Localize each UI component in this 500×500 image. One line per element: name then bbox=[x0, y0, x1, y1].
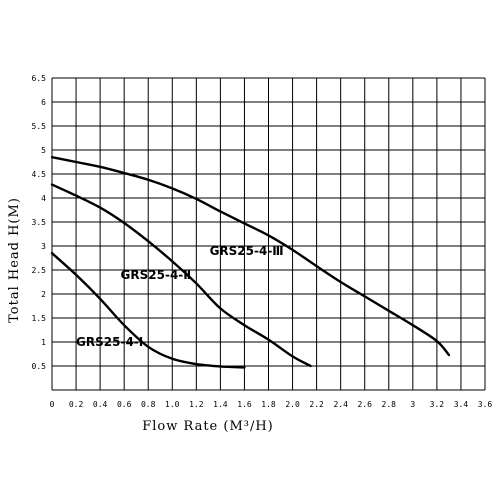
series-label-2: GRS25-4-Ⅱ bbox=[121, 268, 192, 282]
x-tick-label: 0.6 bbox=[117, 400, 132, 409]
x-axis-title: Flow Rate (M³/H) bbox=[142, 419, 274, 434]
x-tick-label: 1.6 bbox=[237, 400, 252, 409]
x-tick-label: 3.6 bbox=[478, 400, 493, 409]
y-tick-label: 5.5 bbox=[32, 122, 47, 131]
x-tick-label: 1.0 bbox=[165, 400, 180, 409]
y-tick-label: 2 bbox=[41, 290, 46, 299]
y-tick-label: 6 bbox=[41, 98, 46, 107]
x-tick-label: 0 bbox=[50, 400, 55, 409]
x-tick-label: 1.8 bbox=[261, 400, 276, 409]
y-tick-label: 3.5 bbox=[32, 218, 47, 227]
series-curve-3 bbox=[50, 156, 451, 357]
y-tick-label: 1.5 bbox=[32, 314, 47, 323]
y-tick-label: 4 bbox=[41, 194, 46, 203]
y-tick-label: 6.5 bbox=[32, 74, 47, 83]
series-label-1: GRS25-4-Ⅰ bbox=[76, 335, 143, 349]
y-tick-label: 2.5 bbox=[32, 266, 47, 275]
x-tick-label: 0.2 bbox=[69, 400, 84, 409]
series-curve-2 bbox=[50, 183, 312, 368]
series-curves bbox=[50, 156, 451, 369]
x-tick-label: 2.4 bbox=[333, 400, 348, 409]
x-tick-label: 2.6 bbox=[357, 400, 372, 409]
y-tick-label: 5 bbox=[41, 146, 46, 155]
x-tick-label: 1.4 bbox=[213, 400, 228, 409]
x-tick-label: 3.2 bbox=[430, 400, 445, 409]
chart-grid bbox=[51, 77, 486, 391]
series-labels: GRS25-4-Ⅰ GRS25-4-Ⅱ GRS25-4-Ⅲ bbox=[76, 244, 284, 349]
y-tick-label: 1 bbox=[41, 338, 46, 347]
x-tick-label: 3.4 bbox=[454, 400, 469, 409]
y-tick-label: 4.5 bbox=[32, 170, 47, 179]
x-tick-label: 2.2 bbox=[309, 400, 324, 409]
x-tick-label: 3 bbox=[410, 400, 415, 409]
x-tick-label: 2.0 bbox=[285, 400, 300, 409]
y-axis-title: Total Head H(M) bbox=[7, 197, 22, 323]
x-tick-label: 2.8 bbox=[382, 400, 397, 409]
x-axis-ticks: 0 0.2 0.4 0.6 0.8 1.0 1.2 1.4 1.6 1.8 2.0 2.2 2.4 2.6… bbox=[50, 400, 493, 409]
y-tick-label: 0.5 bbox=[32, 362, 47, 371]
series-curve-1 bbox=[50, 252, 246, 369]
x-tick-label: 0.4 bbox=[93, 400, 108, 409]
x-tick-label: 0.8 bbox=[141, 400, 156, 409]
series-label-3: GRS25-4-Ⅲ bbox=[210, 244, 284, 258]
y-axis-ticks: 0.5 1 1.5 2 2.5 3 3.5 4 4.5 5 5.5 6 6.5 bbox=[32, 74, 47, 371]
x-tick-label: 1.2 bbox=[189, 400, 204, 409]
y-tick-label: 3 bbox=[41, 242, 46, 251]
